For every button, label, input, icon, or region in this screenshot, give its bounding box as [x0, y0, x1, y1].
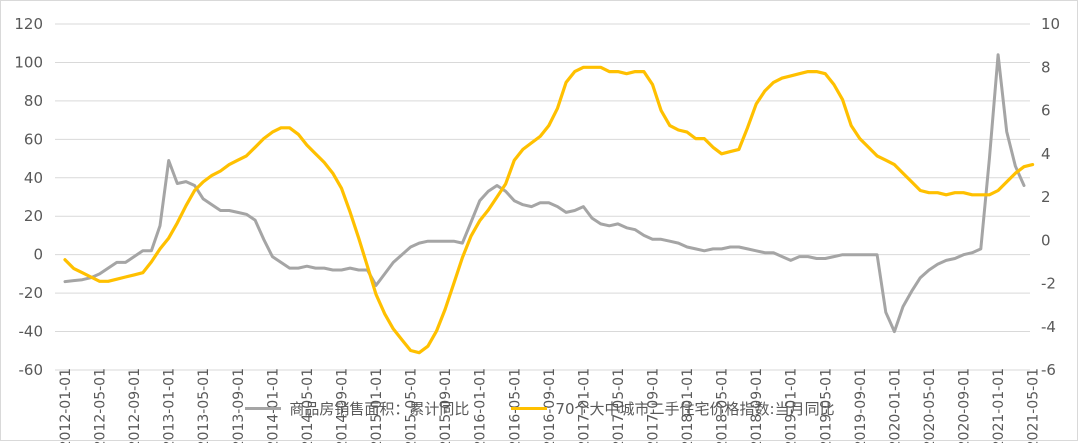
- x-tick-label: 2016-09-01: [542, 368, 558, 443]
- x-tick-label: 2019-05-01: [818, 368, 834, 443]
- x-tick-label: 2020-09-01: [957, 368, 973, 443]
- right-tick-label: -4: [1041, 318, 1056, 336]
- left-tick-label: 120: [14, 15, 43, 33]
- right-tick-label: 2: [1041, 188, 1051, 206]
- x-tick-label: 2013-05-01: [196, 368, 212, 443]
- right-tick-label: 0: [1041, 231, 1051, 249]
- x-tick-label: 2014-09-01: [334, 368, 350, 443]
- series-line-sales-area: [63, 53, 1026, 334]
- x-tick-label: 2015-09-01: [438, 368, 454, 443]
- x-tick-label: 2017-01-01: [576, 368, 592, 443]
- x-tick-label: 2012-01-01: [58, 368, 74, 443]
- right-axis-ticks: -6 -4 -2 0 2 4 6 8 10: [1041, 15, 1060, 379]
- x-tick-label: 2014-05-01: [300, 368, 316, 443]
- series-lines: [63, 53, 1035, 355]
- left-tick-label: 20: [24, 207, 43, 225]
- left-tick-label: 60: [24, 130, 43, 148]
- x-tick-label: 2019-01-01: [784, 368, 800, 443]
- x-axis-ticks: 2012-01-01 2012-05-01 2012-09-01 2013-01-01…: [58, 368, 1042, 443]
- x-tick-label: 2015-01-01: [369, 368, 385, 443]
- x-tick-label: 2017-09-01: [645, 368, 661, 443]
- legend-label-sales-area: 商品房销售面积：累计同比: [289, 400, 470, 418]
- right-tick-label: 6: [1041, 102, 1051, 120]
- legend: 商品房销售面积：累计同比 70个大中城市二手住宅价格指数:当月同比: [0, 398, 1080, 419]
- x-tick-label: 2021-05-01: [1026, 368, 1042, 443]
- x-tick-label: 2018-05-01: [715, 368, 731, 443]
- left-tick-label: 80: [24, 92, 43, 110]
- left-tick-label: 0: [33, 246, 43, 264]
- x-tick-label: 2020-05-01: [922, 368, 938, 443]
- left-axis-ticks: -60 -40 -20 0 20 40 60 80 100 120: [14, 15, 43, 379]
- right-tick-label: 8: [1041, 58, 1051, 76]
- legend-swatch-yellow: [511, 407, 548, 410]
- left-tick-label: -60: [19, 361, 44, 379]
- x-tick-label: 2014-01-01: [265, 368, 281, 443]
- left-tick-label: -40: [19, 323, 44, 341]
- left-tick-label: -20: [19, 284, 44, 302]
- x-tick-label: 2015-05-01: [404, 368, 420, 443]
- left-tick-label: 40: [24, 169, 43, 187]
- right-tick-label: 10: [1041, 15, 1060, 33]
- x-tick-label: 2018-01-01: [680, 368, 696, 443]
- right-tick-label: -2: [1041, 275, 1056, 293]
- x-tick-label: 2013-01-01: [162, 368, 178, 443]
- right-tick-label: -6: [1041, 361, 1056, 379]
- x-tick-label: 2017-05-01: [611, 368, 627, 443]
- legend-label-price-index: 70个大中城市二手住宅价格指数:当月同比: [555, 400, 835, 418]
- x-tick-label: 2013-09-01: [231, 368, 247, 443]
- x-tick-label: 2016-05-01: [507, 368, 523, 443]
- left-tick-label: 100: [14, 53, 43, 71]
- x-tick-label: 2018-09-01: [749, 368, 765, 443]
- x-tick-label: 2020-01-01: [887, 368, 903, 443]
- x-tick-label: 2012-05-01: [93, 368, 109, 443]
- x-tick-label: 2021-01-01: [991, 368, 1007, 443]
- right-tick-label: 4: [1041, 145, 1051, 163]
- legend-item-sales-area: 商品房销售面积：累计同比: [245, 398, 469, 419]
- legend-item-price-index: 70个大中城市二手住宅价格指数:当月同比: [511, 398, 835, 419]
- x-tick-label: 2019-09-01: [853, 368, 869, 443]
- series-line-price-index: [63, 65, 1035, 355]
- x-tick-label: 2012-09-01: [127, 368, 143, 443]
- x-tick-label: 2016-01-01: [473, 368, 489, 443]
- legend-swatch-gray: [245, 407, 282, 410]
